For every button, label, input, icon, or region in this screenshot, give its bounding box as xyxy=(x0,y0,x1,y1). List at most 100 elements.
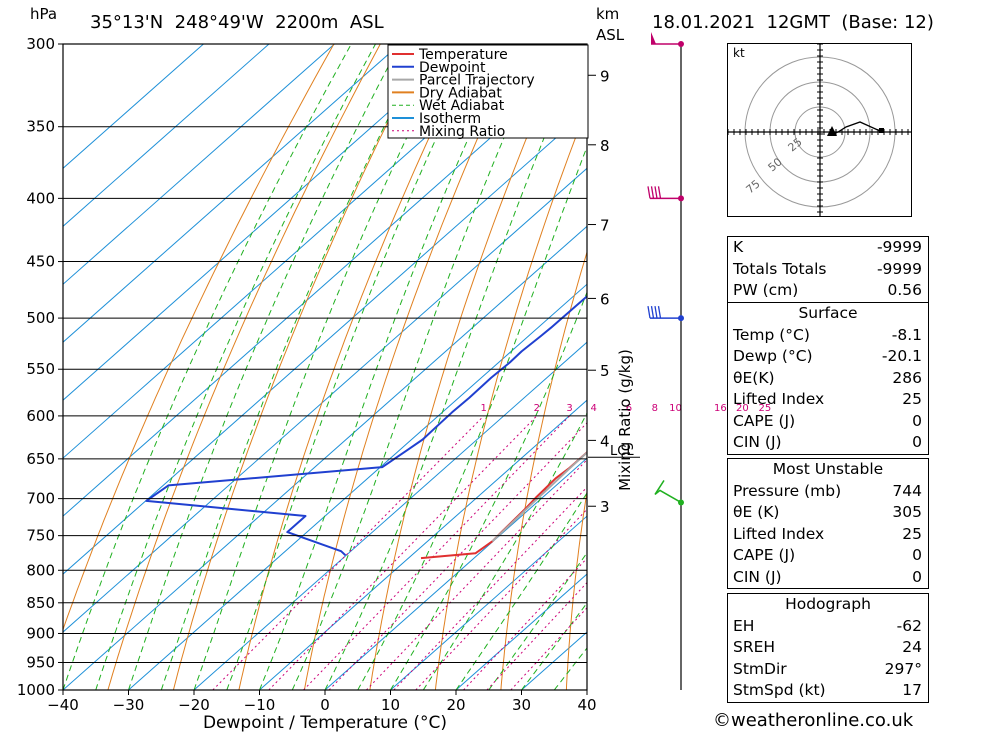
hodo-storm-marker xyxy=(827,126,837,136)
pressure-label: 450 xyxy=(26,253,55,271)
wind-barb-hook xyxy=(654,480,682,504)
dry-adiabat-line xyxy=(996,44,1000,690)
pressure-label: 900 xyxy=(26,624,55,642)
wet-adiabat-line xyxy=(521,602,587,690)
isotherm-line xyxy=(63,51,587,517)
index-row: CAPE (J) 0 xyxy=(733,411,922,430)
index-row: Dewp (°C) -20.1 xyxy=(733,347,922,365)
hodo-ring-label-50: 50 xyxy=(766,155,785,174)
wind-barb-feather xyxy=(650,186,655,199)
km-tick-label: 3 xyxy=(600,498,610,516)
x-tick-label: 40 xyxy=(577,696,596,714)
most-unstable-title: Most Unstable xyxy=(772,460,884,478)
indices-top-table: K -9999 Totals Totals -9999 PW (cm) 0.56 xyxy=(727,236,929,303)
most-unstable-table: Most Unstable Pressure (mb) 744 θE (K) 305… xyxy=(727,458,929,589)
index-row: Totals Totals -9999 xyxy=(733,259,922,278)
mixing-ratio-axis-label: Mixing Ratio (g/kg) xyxy=(616,349,634,491)
pressure-label: 300 xyxy=(26,35,55,53)
hodo-ring-label-75: 75 xyxy=(744,177,763,196)
mixing-ratio-label: 3 xyxy=(566,403,572,414)
legend-label: Dewpoint xyxy=(419,60,486,76)
datetime-title: 18.01.2021 12GMT (Base: 12) xyxy=(652,12,934,33)
wet-adiabat-line xyxy=(357,145,587,690)
km-tick-label: 4 xyxy=(600,432,610,450)
x-tick-label: 20 xyxy=(446,696,465,714)
mixing-ratio-line xyxy=(366,458,587,690)
pressure-label: 400 xyxy=(26,189,55,207)
dry-adiabat-line xyxy=(500,250,587,690)
parcel-trajectory-line xyxy=(491,451,587,543)
wet-adiabat-line xyxy=(226,44,482,690)
mixing-ratio-label: 2 xyxy=(534,403,540,414)
hodograph-plot: kt 25 50 75 xyxy=(727,43,911,216)
mixing-ratio-line xyxy=(328,422,587,690)
isotherm-line xyxy=(63,44,204,169)
isotherm-line xyxy=(63,44,532,459)
x-tick-label: 0 xyxy=(320,696,330,714)
hodo-ring-label-25: 25 xyxy=(786,135,805,154)
dry-adiabat-line xyxy=(172,44,428,690)
surface-title: Surface xyxy=(798,304,858,322)
wind-barb-feather xyxy=(654,305,658,319)
location-title: 35°13'N 248°49'W 2200m ASL xyxy=(90,12,384,33)
isotherm-line xyxy=(63,167,587,633)
mixing-ratio-line xyxy=(303,415,570,690)
x-tick-label: −40 xyxy=(47,696,79,714)
hodo-end-marker xyxy=(879,128,884,133)
dry-adiabat-line xyxy=(940,44,984,690)
pressure-label: 950 xyxy=(26,653,55,671)
wet-adiabat-line xyxy=(422,412,587,690)
mixing-ratio-label: 1 xyxy=(481,403,487,414)
wind-barb-feather xyxy=(647,186,651,199)
isotherm-line xyxy=(390,515,587,690)
isotherm-line xyxy=(63,109,587,575)
wind-barb-feather xyxy=(657,305,662,319)
pressure-label: 500 xyxy=(26,309,55,327)
hodograph-panel: kt 25 50 75 xyxy=(727,43,912,217)
legend-label: Isotherm xyxy=(419,111,481,127)
hodograph-title: Hodograph xyxy=(785,595,871,613)
lcl-label: LCL xyxy=(610,444,634,459)
legend-label: Mixing Ratio xyxy=(419,124,505,140)
pressure-label: 1000 xyxy=(17,681,55,699)
pressure-label: 550 xyxy=(26,360,55,378)
index-row: StmDir 297° xyxy=(733,659,922,678)
copyright-footer[interactable]: ©weatheronline.co.uk xyxy=(713,710,914,731)
wet-adiabat-line xyxy=(488,551,587,690)
legend-box xyxy=(387,44,589,139)
isotherm-line xyxy=(455,573,587,690)
isotherm-line xyxy=(63,225,587,690)
mixing-ratio-label: 16 xyxy=(714,403,727,414)
dewpoint-line xyxy=(145,295,587,557)
x-tick-label: 10 xyxy=(381,696,400,714)
index-row: SREH 24 xyxy=(733,638,922,656)
legend-label: Temperature xyxy=(418,47,508,63)
km-tick-label: 9 xyxy=(600,67,610,85)
pressure-label: 350 xyxy=(26,118,55,136)
index-row: Pressure (mb) 744 xyxy=(733,481,922,500)
hodo-unit: kt xyxy=(733,46,745,60)
index-row: Temp (°C) -8.1 xyxy=(733,325,922,344)
asl-label: ASL xyxy=(596,26,625,44)
mixing-ratio-label: 10 xyxy=(669,403,682,414)
x-tick-label: −10 xyxy=(244,696,276,714)
mixing-ratio-label: 8 xyxy=(652,403,658,414)
isotherm-line xyxy=(63,44,335,285)
isotherm-line xyxy=(63,44,466,401)
hodo-ticks xyxy=(727,43,909,213)
index-row: θE(K) 286 xyxy=(733,368,922,387)
km-tick-label: 7 xyxy=(600,217,610,235)
pressure-label: 600 xyxy=(26,407,55,425)
wet-adiabat-line xyxy=(63,44,352,690)
wet-adiabat-line xyxy=(193,44,453,690)
index-row: CIN (J) 0 xyxy=(733,567,922,586)
surface-table: Surface Temp (°C) -8.1 Dewp (°C) -20.1 θE(… xyxy=(727,302,929,455)
isotherm-line xyxy=(128,283,587,690)
isotherm-line xyxy=(259,399,587,690)
index-row: Lifted Index 25 xyxy=(733,524,922,543)
km-tick-label: 6 xyxy=(600,290,610,308)
dry-adiabat-line xyxy=(369,44,567,690)
pressure-label: 650 xyxy=(26,450,55,468)
wind-barb-feather xyxy=(654,186,658,199)
